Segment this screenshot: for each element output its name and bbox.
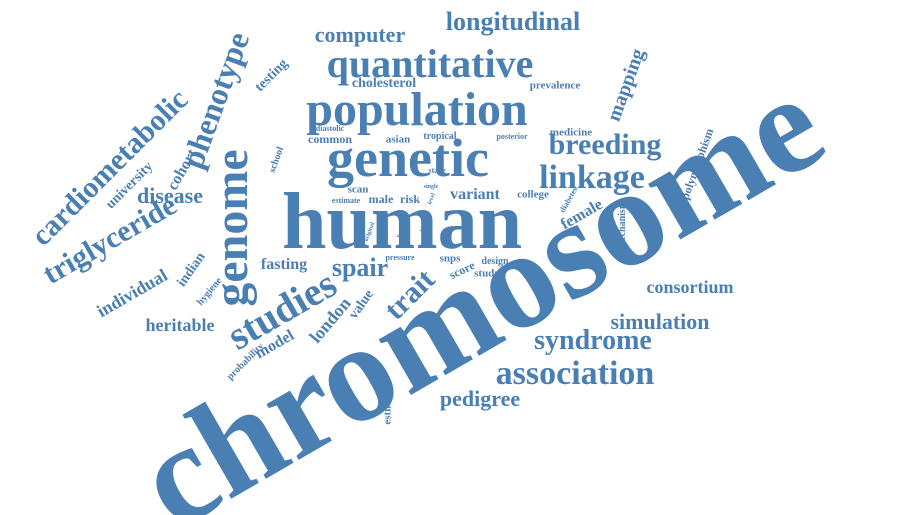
- word-indian: indian: [174, 249, 209, 290]
- word-human: human: [281, 178, 523, 266]
- word-asian: asian: [385, 133, 411, 146]
- word-college: college: [517, 188, 549, 201]
- word-prevalence: prevalence: [529, 79, 581, 92]
- word-mapping: mapping: [602, 45, 650, 125]
- word-consortium: consortium: [646, 277, 734, 297]
- word-genetic: genetic: [327, 128, 489, 188]
- word-estimate: estimate: [331, 196, 361, 205]
- word-longitudinal: longitudinal: [445, 7, 581, 36]
- word-population: population: [306, 83, 528, 136]
- word-computer: computer: [314, 22, 406, 47]
- word-pedigree: pedigree: [439, 386, 521, 411]
- word-pressure: pressure: [385, 253, 415, 262]
- word-study: study: [474, 267, 500, 280]
- word-posterior: posterior: [496, 132, 528, 141]
- word-testing: testing: [252, 56, 291, 95]
- word-design: design: [481, 256, 509, 267]
- word-school: school: [266, 145, 287, 175]
- word-association: association: [495, 355, 655, 392]
- word-linkage: linkage: [539, 159, 645, 196]
- word-disease: disease: [137, 183, 203, 208]
- word-heritable: heritable: [145, 315, 215, 335]
- word-estimated: estimated: [381, 379, 394, 425]
- word-cholesterol: cholesterol: [351, 76, 417, 91]
- word-syndrome: syndrome: [534, 325, 652, 356]
- word-scan: scan: [347, 183, 369, 196]
- word-breeding: breeding: [548, 128, 662, 161]
- word-mechanism: mechanism: [617, 200, 628, 250]
- word-diastolic: diastolic: [315, 124, 345, 133]
- word-spair: spair: [331, 253, 389, 282]
- word-medicine: medicine: [549, 126, 593, 139]
- word-common: common: [308, 132, 352, 146]
- word-snps: snps: [439, 252, 461, 265]
- word-stage: stage: [428, 166, 446, 175]
- word-fasting: fasting: [260, 256, 308, 273]
- word-risk: risk: [399, 192, 421, 206]
- word-single: single: [423, 184, 439, 190]
- word-quantitative: quantitative: [326, 41, 534, 86]
- word-variant: variant: [450, 186, 500, 203]
- word-tropical: tropical: [423, 131, 457, 142]
- word-simulation: simulation: [610, 309, 710, 334]
- word-male: male: [368, 192, 394, 206]
- word-individual: individual: [93, 264, 171, 322]
